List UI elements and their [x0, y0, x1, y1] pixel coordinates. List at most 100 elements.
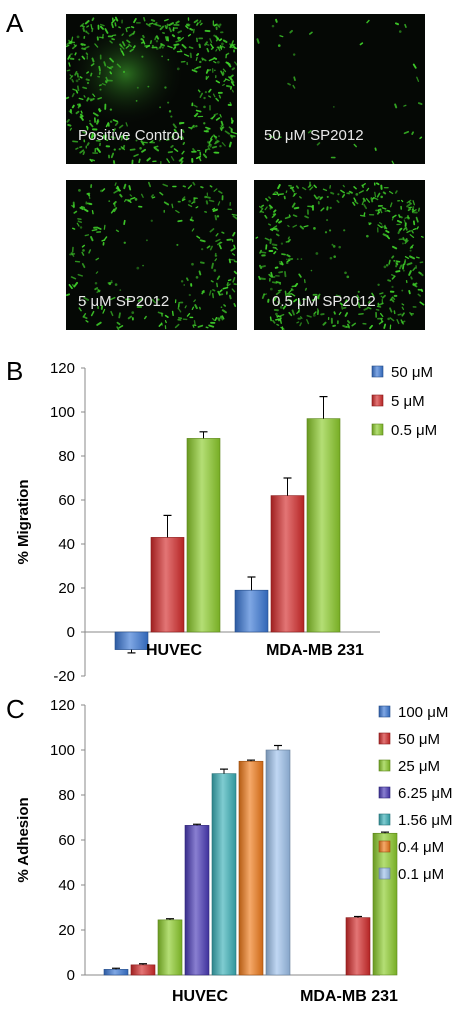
- cell-mark: [297, 258, 299, 260]
- cell-mark: [400, 217, 401, 218]
- cell-mark: [348, 321, 350, 323]
- cell-mark: [92, 59, 93, 62]
- cell-mark: [388, 280, 390, 281]
- cell-mark: [190, 29, 192, 30]
- cell-mark: [292, 289, 293, 290]
- cell-mark: [136, 267, 139, 270]
- micrograph-label: 5 μM SP2012: [66, 293, 237, 310]
- cell-mark: [132, 27, 134, 28]
- cell-mark: [389, 260, 390, 264]
- cell-mark: [201, 248, 203, 250]
- cell-mark: [386, 264, 389, 267]
- cell-mark: [207, 45, 209, 46]
- cell-mark: [139, 147, 142, 150]
- cell-mark: [75, 72, 76, 75]
- cell-mark: [273, 321, 275, 323]
- cell-mark: [274, 192, 276, 194]
- cell-mark: [326, 219, 328, 221]
- cell-mark: [368, 222, 370, 224]
- cell-mark: [344, 271, 347, 274]
- cell-mark: [208, 70, 211, 71]
- cell-mark: [409, 207, 412, 208]
- y-tick-label: 0: [67, 967, 75, 984]
- cell-mark: [396, 191, 397, 193]
- cell-mark: [292, 189, 294, 192]
- cell-mark: [406, 228, 407, 230]
- cell-mark: [104, 62, 105, 65]
- cell-mark: [279, 261, 281, 263]
- cell-mark: [271, 317, 272, 320]
- cell-mark: [173, 35, 174, 36]
- cell-mark: [291, 187, 294, 188]
- cell-mark: [214, 70, 216, 72]
- cell-mark: [78, 189, 81, 192]
- cell-mark: [124, 242, 126, 244]
- cell-mark: [165, 202, 168, 204]
- panel-a-letter: A: [6, 8, 23, 39]
- legend-swatch: [379, 733, 390, 744]
- cell-mark: [87, 82, 89, 84]
- cell-mark: [78, 59, 80, 61]
- cell-mark: [262, 252, 266, 253]
- cell-mark: [136, 100, 138, 102]
- cell-mark: [166, 37, 167, 40]
- cell-mark: [95, 282, 98, 285]
- cell-mark: [325, 231, 327, 233]
- cell-mark: [78, 74, 79, 77]
- cell-mark: [290, 31, 292, 33]
- cell-mark: [407, 217, 410, 220]
- cell-mark: [220, 39, 221, 40]
- cell-mark: [262, 266, 265, 267]
- cell-mark: [223, 47, 224, 48]
- cell-mark: [402, 200, 403, 201]
- cell-mark: [221, 43, 224, 46]
- cell-mark: [213, 147, 216, 148]
- cell-mark: [197, 67, 200, 68]
- cell-mark: [154, 24, 156, 25]
- cell-mark: [380, 196, 383, 199]
- cell-mark: [364, 199, 365, 201]
- cell-mark: [417, 257, 419, 258]
- cell-mark: [286, 217, 290, 218]
- cell-mark: [188, 185, 191, 188]
- cell-mark: [295, 284, 297, 286]
- micrograph-0-5um: 0.5 μM SP2012: [254, 180, 425, 330]
- cell-mark: [278, 290, 281, 291]
- panel-b-letter: B: [6, 356, 23, 387]
- cell-mark: [112, 209, 115, 212]
- cell-mark: [341, 190, 344, 192]
- cell-mark: [403, 238, 404, 240]
- cell-mark: [219, 191, 222, 193]
- cell-mark: [111, 312, 113, 316]
- cell-mark: [362, 201, 363, 205]
- cell-mark: [223, 310, 226, 312]
- cell-mark: [110, 72, 111, 73]
- cell-mark: [276, 282, 279, 283]
- cell-mark: [216, 239, 220, 241]
- cell-mark: [78, 104, 81, 107]
- cell-mark: [76, 112, 78, 113]
- cell-mark: [78, 78, 80, 80]
- cell-mark: [410, 230, 412, 231]
- cell-mark: [82, 252, 83, 255]
- cell-mark: [83, 87, 86, 88]
- cell-mark: [108, 200, 110, 202]
- cell-mark: [191, 220, 193, 221]
- y-tick-label: 60: [58, 492, 75, 509]
- cell-mark: [300, 197, 301, 198]
- cell-mark: [190, 47, 193, 48]
- legend-swatch: [379, 706, 390, 717]
- cell-mark: [381, 225, 384, 228]
- cell-mark: [220, 245, 221, 248]
- cell-mark: [294, 77, 295, 80]
- cell-mark: [200, 271, 201, 274]
- category-label: MDA-MB 231: [300, 988, 398, 1005]
- cell-mark: [103, 309, 105, 313]
- cell-mark: [390, 192, 393, 194]
- cell-mark: [220, 316, 221, 318]
- cell-mark: [310, 32, 312, 34]
- cell-mark: [100, 85, 101, 86]
- cell-mark: [271, 229, 273, 230]
- cell-mark: [410, 235, 413, 238]
- cell-mark: [387, 318, 390, 321]
